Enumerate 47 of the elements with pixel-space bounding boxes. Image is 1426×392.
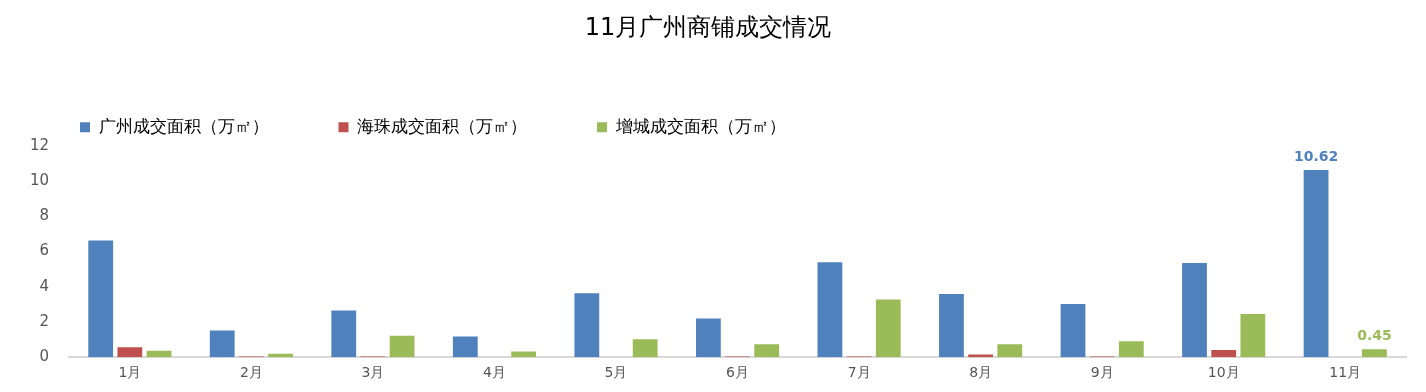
bar (1362, 349, 1387, 358)
legend-label: 增城成交面积（万㎡） (614, 115, 786, 136)
bar (331, 310, 357, 358)
x-tick-label: 7月 (847, 364, 871, 381)
x-tick-label: 6月 (726, 364, 749, 381)
y-tick-label: 12 (29, 135, 50, 154)
bar (817, 262, 843, 358)
bar (452, 336, 478, 358)
x-tick-label: 8月 (969, 364, 993, 381)
bar (1118, 341, 1144, 358)
bar (511, 351, 537, 358)
y-tick-label: 10 (29, 170, 50, 189)
y-tick-label: 0 (39, 347, 50, 366)
x-tick-label: 9月 (1090, 364, 1114, 381)
bar (1240, 314, 1266, 358)
bar (574, 293, 600, 358)
y-tick-label: 8 (39, 206, 50, 225)
x-tick-label: 5月 (604, 364, 628, 381)
data-label: 0.45 (1357, 326, 1392, 343)
bar (939, 293, 964, 358)
x-tick-label: 11月 (1329, 364, 1362, 381)
bar (632, 339, 658, 358)
bar (968, 354, 994, 358)
legend-label: 广州成交面积（万㎡） (98, 115, 269, 136)
bar (1211, 349, 1237, 358)
bar (389, 335, 415, 358)
y-tick-label: 6 (39, 241, 50, 260)
bar (88, 240, 114, 358)
legend-label: 海珠成交面积（万㎡） (357, 115, 527, 136)
data-label: 10.62 (1293, 147, 1339, 164)
x-tick-label: 3月 (361, 364, 385, 381)
bar (754, 344, 780, 358)
bar (1182, 262, 1207, 358)
bar (1303, 170, 1329, 358)
x-tick-label: 2月 (239, 364, 263, 381)
bar (875, 299, 901, 358)
x-tick-label: 10月 (1207, 364, 1240, 381)
bar (997, 344, 1023, 358)
y-tick-label: 2 (39, 311, 50, 330)
bar (117, 347, 143, 358)
bar (1060, 304, 1086, 358)
x-tick-label: 4月 (483, 364, 506, 381)
bar (695, 318, 721, 358)
bar (209, 330, 235, 358)
chart-title: 11月广州商铺成交情况 (584, 12, 832, 41)
y-tick-label: 4 (39, 276, 50, 295)
x-tick-label: 1月 (118, 364, 142, 381)
